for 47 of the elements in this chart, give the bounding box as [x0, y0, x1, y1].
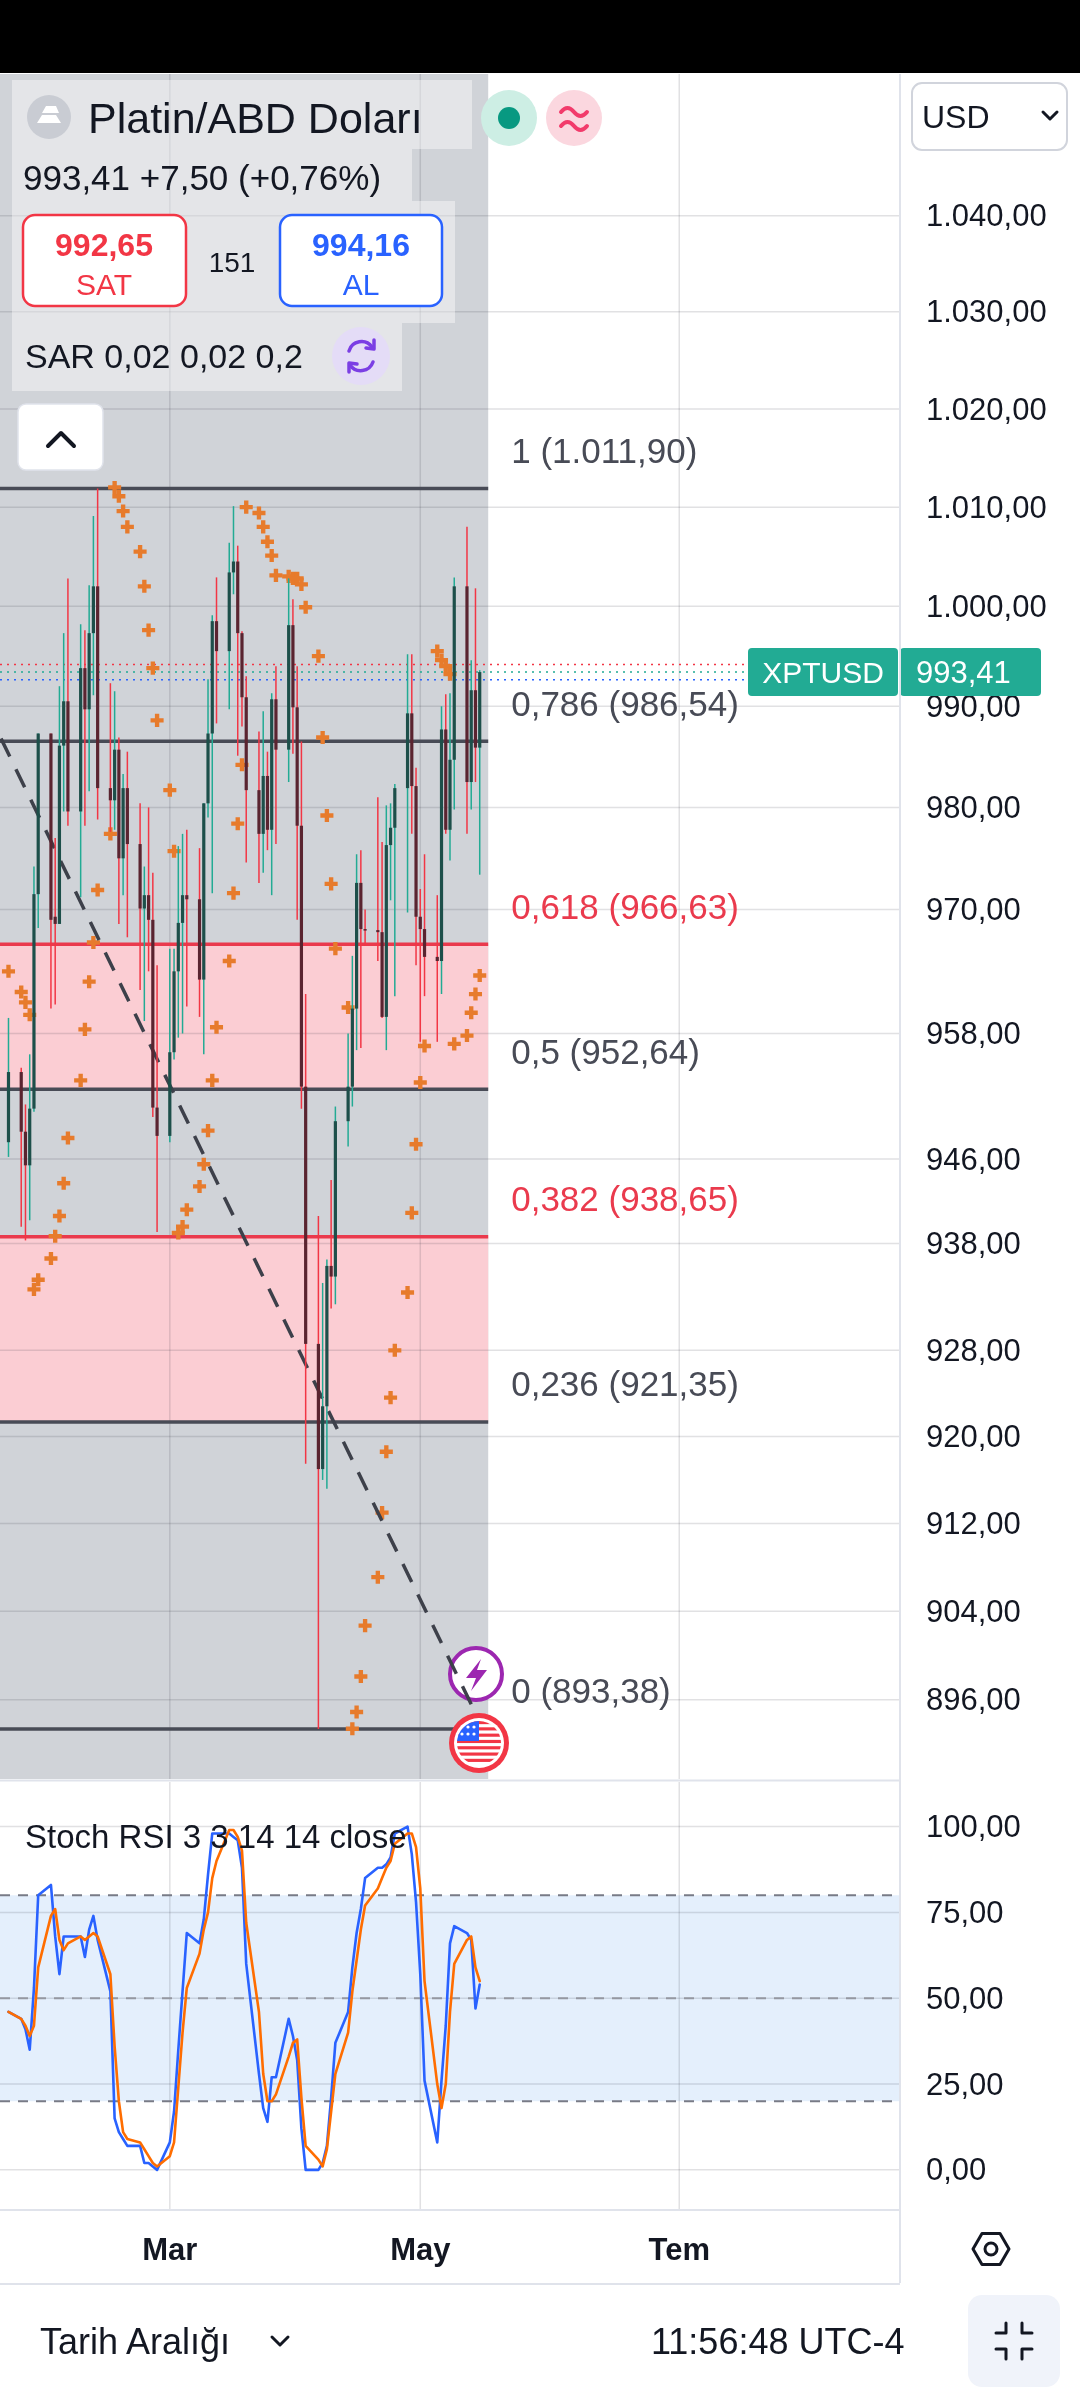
text: 993,41	[916, 654, 1011, 690]
candlestick	[108, 682, 112, 833]
y-tick-label: 75,00	[926, 1894, 1004, 1930]
ref-line-label: 0,5 (952,64)	[511, 1031, 700, 1071]
y-tick-label: 1.030,00	[926, 294, 1047, 330]
annotation: AL	[342, 267, 380, 301]
text: Platin/ABD Doları	[88, 94, 423, 142]
ref-line-label: 0,786 (986,54)	[511, 683, 739, 723]
x-tick-label: May	[390, 2231, 452, 2267]
text: Tarih Aralığı	[40, 2320, 231, 2362]
annotation: 992,65	[55, 227, 153, 263]
y-tick-label: 920,00	[926, 1419, 1021, 1455]
y-tick-label: 980,00	[926, 789, 1021, 825]
ref-line-label: XPTUSD	[762, 655, 884, 689]
text: 11:56:48 UTC-4	[651, 2320, 905, 2362]
annotation: SAR 0,02 0,02 0,2	[25, 337, 303, 375]
ref-line-label: 1 (1.011,90)	[511, 430, 698, 470]
y-tick-label: 50,00	[926, 1980, 1004, 2016]
y-tick-label: 912,00	[926, 1506, 1021, 1542]
candlestick	[142, 865, 146, 1022]
y-tick-label: 946,00	[926, 1141, 1021, 1177]
ref-line-label: 0,382 (938,65)	[511, 1179, 739, 1219]
annotation: SAT	[75, 267, 133, 301]
y-tick-label: 896,00	[926, 1682, 1021, 1718]
annotation: 994,16	[312, 227, 410, 263]
y-tick-label: 938,00	[926, 1226, 1021, 1262]
ref-line-label: 0,236 (921,35)	[511, 1364, 739, 1404]
x-tick-label: Tem	[648, 2231, 710, 2267]
y-tick-label: 928,00	[926, 1332, 1021, 1368]
annotation: 151	[208, 246, 256, 278]
ref-line-label: 0 (893,38)	[511, 1671, 671, 1711]
y-tick-label: 990,00	[926, 688, 1021, 724]
y-tick-label: 25,00	[926, 2066, 1004, 2102]
y-tick-label: 1.000,00	[926, 588, 1047, 624]
text: 993,41 +7,50 (+0,76%)	[23, 157, 382, 197]
y-tick-label: 0,00	[926, 2152, 987, 2188]
y-tick-label: 958,00	[926, 1016, 1021, 1051]
y-tick-label: 904,00	[926, 1593, 1021, 1629]
y-tick-label: 1.020,00	[926, 391, 1047, 427]
candlestick	[388, 802, 393, 902]
text: USD	[922, 99, 990, 135]
y-tick-label: 1.010,00	[926, 489, 1047, 525]
y-tick-label: 100,00	[926, 1809, 1021, 1845]
x-tick-label: Mar	[142, 2231, 198, 2267]
ref-line-label: 0,618 (966,63)	[511, 886, 739, 926]
y-tick-label: 970,00	[926, 892, 1021, 928]
y-tick-label: 1.040,00	[926, 198, 1047, 234]
